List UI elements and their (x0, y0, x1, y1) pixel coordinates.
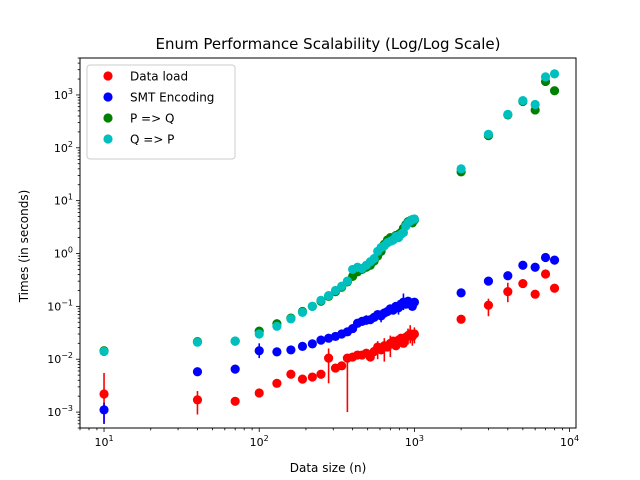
data-point (456, 288, 466, 298)
data-point (254, 329, 264, 339)
x-axis: 101 102 103 104 (79, 428, 579, 449)
legend-marker (103, 113, 113, 123)
data-point (409, 329, 419, 339)
data-point (503, 109, 513, 119)
data-point (307, 301, 317, 311)
x-tick-label: 104 (560, 434, 579, 449)
data-point (409, 297, 419, 307)
data-point (549, 283, 560, 293)
data-point (337, 361, 347, 371)
data-point (192, 337, 203, 347)
data-point (272, 378, 282, 388)
y-tick-label: 10−2 (47, 351, 73, 366)
data-point (483, 300, 494, 310)
data-point (316, 295, 326, 305)
legend-label: SMT Encoding (130, 91, 214, 105)
y-axis: 10−3 10−2 10−1 100 101 102 103 (47, 57, 80, 429)
x-tick-label: 101 (94, 434, 113, 449)
data-point (503, 287, 513, 297)
data-point (530, 99, 540, 110)
data-point (297, 374, 308, 384)
legend-marker (103, 92, 113, 102)
plot-area (79, 57, 577, 429)
x-tick-label: 102 (250, 434, 269, 449)
data-point (503, 271, 513, 281)
series-3 (99, 69, 560, 357)
data-point (297, 341, 308, 351)
data-point (456, 164, 466, 174)
data-point (286, 369, 296, 379)
chart-title: Enum Performance Scalability (Log/Log Sc… (155, 35, 500, 53)
legend-label: Q => P (130, 133, 174, 147)
axes-frame (79, 57, 577, 429)
y-tick-label: 101 (54, 193, 73, 208)
data-point (540, 269, 551, 279)
data-point (342, 276, 352, 286)
data-point (307, 339, 317, 349)
data-point (230, 396, 240, 406)
data-point (316, 369, 326, 379)
data-point (518, 278, 528, 289)
data-point (316, 335, 326, 345)
data-point (540, 252, 551, 263)
legend-marker (103, 71, 113, 81)
y-tick-label: 10−3 (47, 404, 73, 419)
data-point (99, 389, 109, 399)
data-point (324, 353, 334, 363)
data-point (483, 129, 494, 139)
data-point (230, 364, 240, 374)
data-point (297, 307, 308, 317)
legend-label: Data load (130, 70, 188, 84)
series-1 (99, 252, 560, 424)
data-point (518, 96, 528, 106)
legend-label: P => Q (130, 112, 174, 126)
legend: Data load SMT Encoding P => Q Q => P (86, 64, 236, 160)
data-point (192, 367, 203, 377)
data-point (99, 346, 109, 357)
data-point (286, 314, 296, 324)
legend-marker (103, 134, 113, 144)
data-point (272, 347, 282, 357)
data-point (456, 314, 466, 324)
data-point (230, 336, 240, 346)
data-point (254, 388, 264, 398)
data-point (192, 395, 203, 405)
data-point (307, 372, 317, 382)
x-axis-label: Data size (n) (290, 461, 367, 475)
data-point (549, 86, 560, 96)
y-tick-label: 10−1 (47, 298, 73, 313)
data-point (518, 260, 528, 270)
data-point (530, 262, 540, 272)
data-point (286, 345, 296, 355)
y-tick-label: 100 (54, 246, 73, 261)
data-point (530, 289, 540, 299)
data-point (549, 69, 560, 79)
data-point (254, 346, 264, 356)
data-point (409, 214, 419, 224)
data-point (483, 276, 494, 286)
y-tick-label: 102 (54, 140, 73, 155)
y-axis-label: Times (in seconds) (17, 190, 31, 304)
data-point (540, 72, 551, 82)
data-point (99, 405, 109, 415)
data-point (369, 254, 379, 264)
series-0 (99, 269, 560, 424)
data-point (324, 290, 334, 301)
data-point (549, 255, 560, 265)
y-tick-label: 103 (54, 87, 73, 102)
legend-box (86, 64, 236, 160)
data-point (272, 321, 282, 331)
x-tick-label: 103 (405, 434, 424, 449)
